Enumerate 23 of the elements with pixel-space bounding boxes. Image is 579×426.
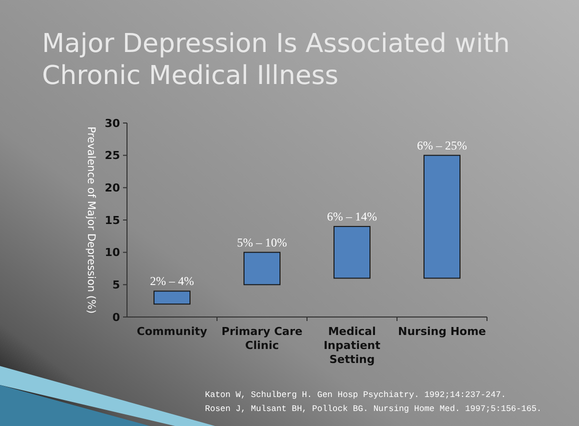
bar [154,290,190,305]
y-tick-label: 20 [104,182,120,195]
y-tick-label: 10 [104,246,120,260]
text: Katon W, Schulberg H. Gen Hosp Psychiatry. 1992;14:237-247. [205,390,506,400]
y-tick-label: 0 [112,310,120,324]
text: Rosen J, Mulsant BH, Pollock BG. Nursing Home Med. 1997;5:156-165. [205,404,542,414]
y-tick-label: 15 [104,214,120,227]
x-tick-label: Community [136,325,208,338]
y-tick-label: 25 [104,149,120,162]
annotation: 2% – 4% [150,274,194,288]
bar [334,226,370,279]
x-tick-label: Primary Care Clinic [222,325,302,352]
y-tick-label: 30 [104,116,120,130]
bar [244,252,280,286]
bar [424,154,460,279]
x-tick-label: Medical Inpatient Setting [324,325,380,366]
chart-title: Major Depression Is Associated with Chronic Medical Illness [42,29,510,91]
annotation: 6% – 25% [417,138,467,152]
x-tick-label: Nursing Home [398,325,486,338]
y-axis-title: Prevalence of Major Depression (%) [85,126,97,314]
annotation: 5% – 10% [237,235,287,250]
annotation: 6% – 14% [327,209,377,224]
y-tick-label: 5 [112,278,120,292]
